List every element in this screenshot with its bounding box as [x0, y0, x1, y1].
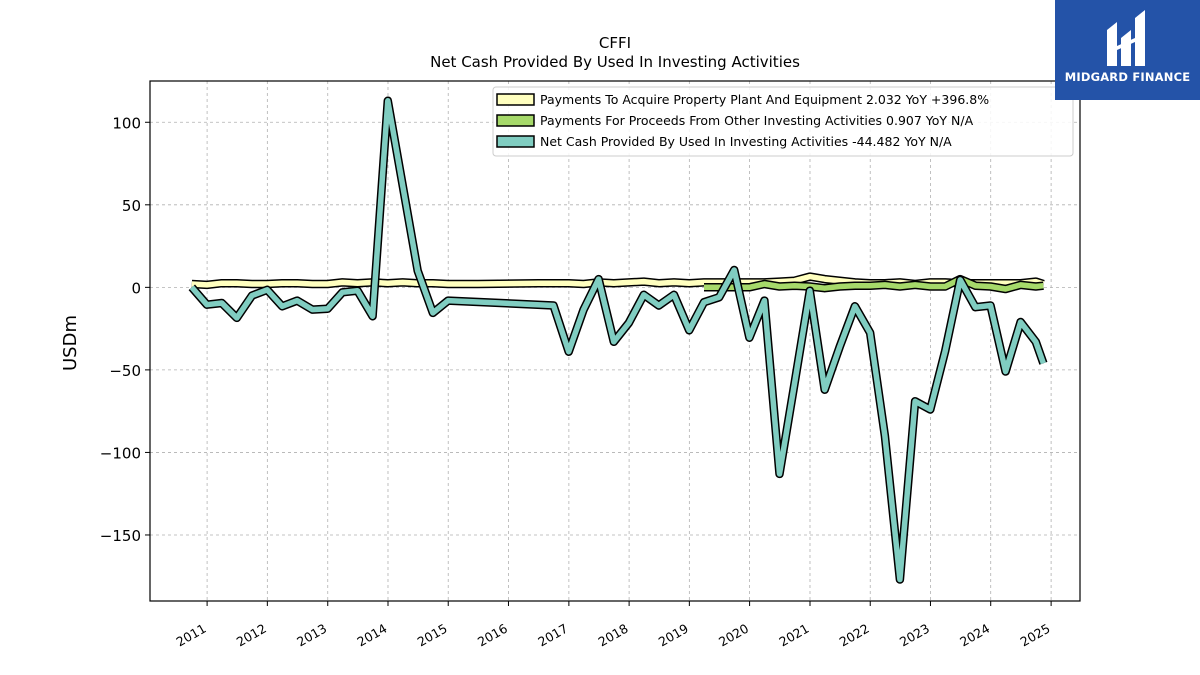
legend-label-net: Net Cash Provided By Used In Investing A…: [540, 134, 952, 149]
x-tick-label: 2011: [174, 621, 209, 650]
legend-label-capex: Payments To Acquire Property Plant And E…: [540, 92, 989, 107]
x-axis: 2011 2012 2013 2014 2015 2016 2017 2018 2019 2020…: [174, 601, 1053, 650]
chart-title: CFFI: [599, 34, 631, 52]
legend: Payments To Acquire Property Plant And E…: [492, 86, 1074, 157]
legend-swatch-other: [496, 114, 535, 127]
y-tick-label: −100: [100, 444, 141, 462]
legend-swatch-capex: [496, 93, 535, 106]
x-tick-label: 2019: [656, 621, 691, 650]
x-tick-label: 2024: [957, 621, 992, 650]
logo-text: MIDGARD FINANCE: [1064, 70, 1191, 84]
legend-swatch-net: [496, 135, 535, 148]
y-tick-label: 0: [131, 279, 141, 297]
x-tick-label: 2018: [596, 621, 631, 650]
x-tick-label: 2014: [354, 621, 389, 650]
x-tick-label: 2020: [716, 621, 751, 650]
x-tick-label: 2013: [294, 621, 329, 650]
legend-box: [492, 86, 1074, 157]
y-tick-label: −50: [109, 362, 141, 380]
series-line-1: [704, 276, 1044, 292]
y-axis-label: USDm: [60, 315, 81, 371]
x-tick-label: 2021: [776, 621, 811, 650]
y-axis: 100 50 0 −50 −100 −150: [100, 114, 150, 545]
chart-subtitle: Net Cash Provided By Used In Investing A…: [430, 53, 800, 71]
x-tick-label: 2022: [837, 621, 872, 650]
x-tick-label: 2015: [415, 621, 450, 650]
y-tick-label: 100: [112, 114, 141, 132]
plot-area: [188, 96, 1048, 584]
series-line-2: [189, 98, 1046, 583]
midgard-logo-mark-icon: [1107, 10, 1145, 66]
x-tick-label: 2023: [897, 621, 932, 650]
plot-frame: [149, 80, 1081, 602]
y-tick-label: −150: [100, 527, 141, 545]
midgard-logo: MIDGARD FINANCE: [1055, 0, 1200, 100]
legend-label-other: Payments For Proceeds From Other Investi…: [540, 113, 974, 128]
x-tick-label: 2025: [1018, 621, 1053, 650]
x-tick-label: 2012: [234, 621, 269, 650]
x-tick-label: 2016: [475, 621, 510, 650]
y-tick-label: 50: [122, 197, 141, 215]
x-tick-label: 2017: [535, 621, 570, 650]
